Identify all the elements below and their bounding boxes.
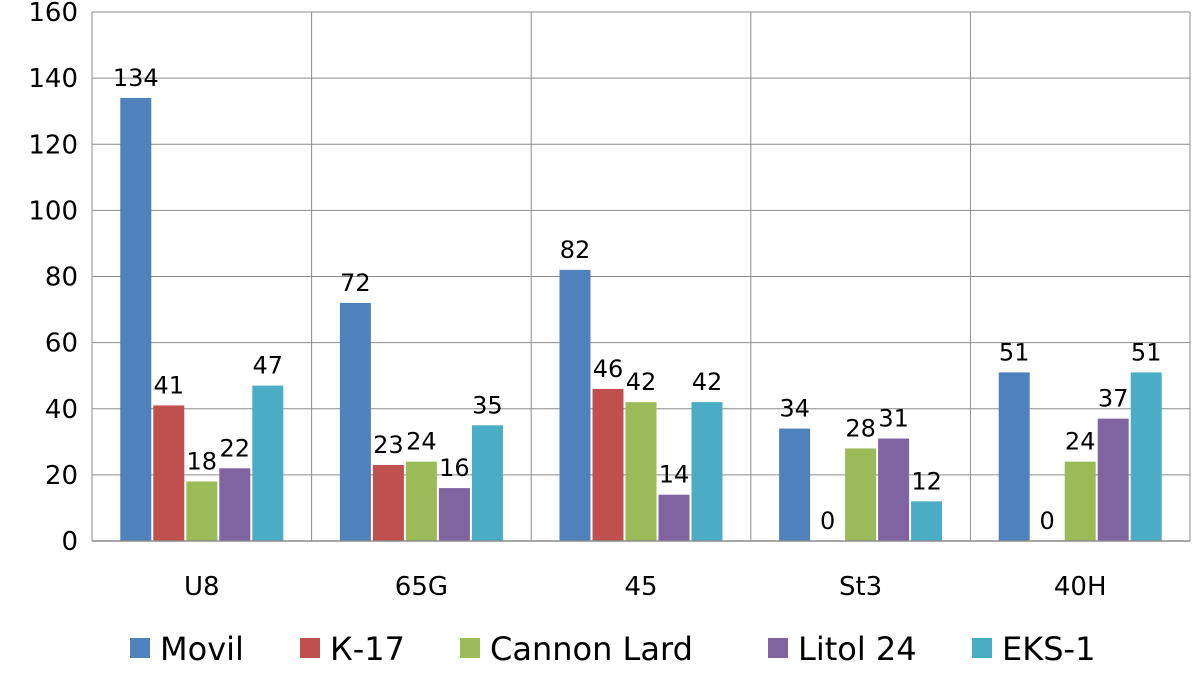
y-tick-label: 80 [45,263,78,293]
legend-swatch [972,638,992,658]
y-tick-label: 120 [28,130,78,160]
data-label: 35 [472,391,503,419]
bar-movil-45 [559,269,591,541]
y-tick-label: 0 [61,527,78,557]
data-label: 72 [340,269,371,297]
data-label: 22 [220,434,251,462]
gridlines [91,11,1191,541]
bar-movil-40h [998,372,1030,541]
data-label: 23 [373,431,404,459]
legend-label: Litol 24 [798,630,917,668]
y-tick-label: 140 [28,64,78,94]
data-label: 34 [779,395,810,423]
bar-litol-24-st3 [878,438,910,541]
bar-movil-65g [339,302,371,541]
x-tick-label: 40H [1054,572,1107,602]
legend-swatch [300,638,320,658]
bar-movil-st3 [779,428,811,541]
legend: Movil К-17 Cannon Lard Litol 24 EKS-1 [130,630,1095,668]
bars [120,97,1162,542]
bar-movil-u8 [120,97,152,542]
bar-eks-1-45 [691,402,723,541]
data-label: 51 [999,338,1030,366]
bar-litol-24-65g [438,488,470,541]
y-tick-label: 60 [45,329,78,359]
data-label: 37 [1098,385,1129,413]
data-label: 42 [692,368,723,396]
data-label: 42 [626,368,657,396]
y-tick-label: 100 [28,196,78,226]
data-label: 28 [845,414,876,442]
bar-cannon-lard-65g [405,461,437,541]
data-label: 12 [911,467,942,495]
bar-к-17-45 [592,388,624,541]
data-label: 51 [1131,338,1162,366]
bar-eks-1-40h [1130,372,1162,541]
data-label: 24 [1065,428,1096,456]
bar-cannon-lard-45 [625,402,657,541]
legend-swatch [130,638,150,658]
bar-eks-1-65g [471,425,503,541]
data-label: 82 [560,236,591,264]
y-tick-label: 20 [45,461,78,491]
y-tick-label: 40 [45,395,78,425]
bar-cannon-lard-u8 [186,481,218,541]
bar-litol-24-45 [658,494,690,541]
data-label: 31 [878,405,909,433]
bar-eks-1-st3 [911,501,943,541]
data-label: 24 [406,428,437,456]
data-label: 47 [253,352,284,380]
bar-eks-1-u8 [252,385,284,541]
data-label: 134 [113,64,159,92]
data-label: 0 [820,507,835,535]
data-label: 0 [1040,507,1055,535]
legend-label: К-17 [330,630,405,668]
data-label: 46 [593,355,624,383]
bar-cannon-lard-40h [1064,461,1096,541]
x-tick-label: U8 [184,572,220,602]
x-tick-label: St3 [839,572,882,602]
legend-swatch [460,638,480,658]
data-label: 41 [154,371,185,399]
data-label: 18 [187,447,218,475]
bar-litol-24-40h [1097,418,1129,541]
bar-к-17-65g [372,464,404,541]
data-label: 16 [439,454,470,482]
legend-swatch [768,638,788,658]
bar-litol-24-u8 [219,468,251,541]
x-tick-label: 65G [395,572,448,602]
legend-label: Movil [160,630,244,668]
data-label: 14 [659,461,690,489]
legend-label: Cannon Lard [490,630,693,668]
y-tick-label: 160 [28,0,78,28]
bar-к-17-u8 [153,405,185,541]
bar-cannon-lard-st3 [845,448,877,541]
x-tick-label: 45 [624,572,657,602]
legend-label: EKS-1 [1002,630,1095,668]
